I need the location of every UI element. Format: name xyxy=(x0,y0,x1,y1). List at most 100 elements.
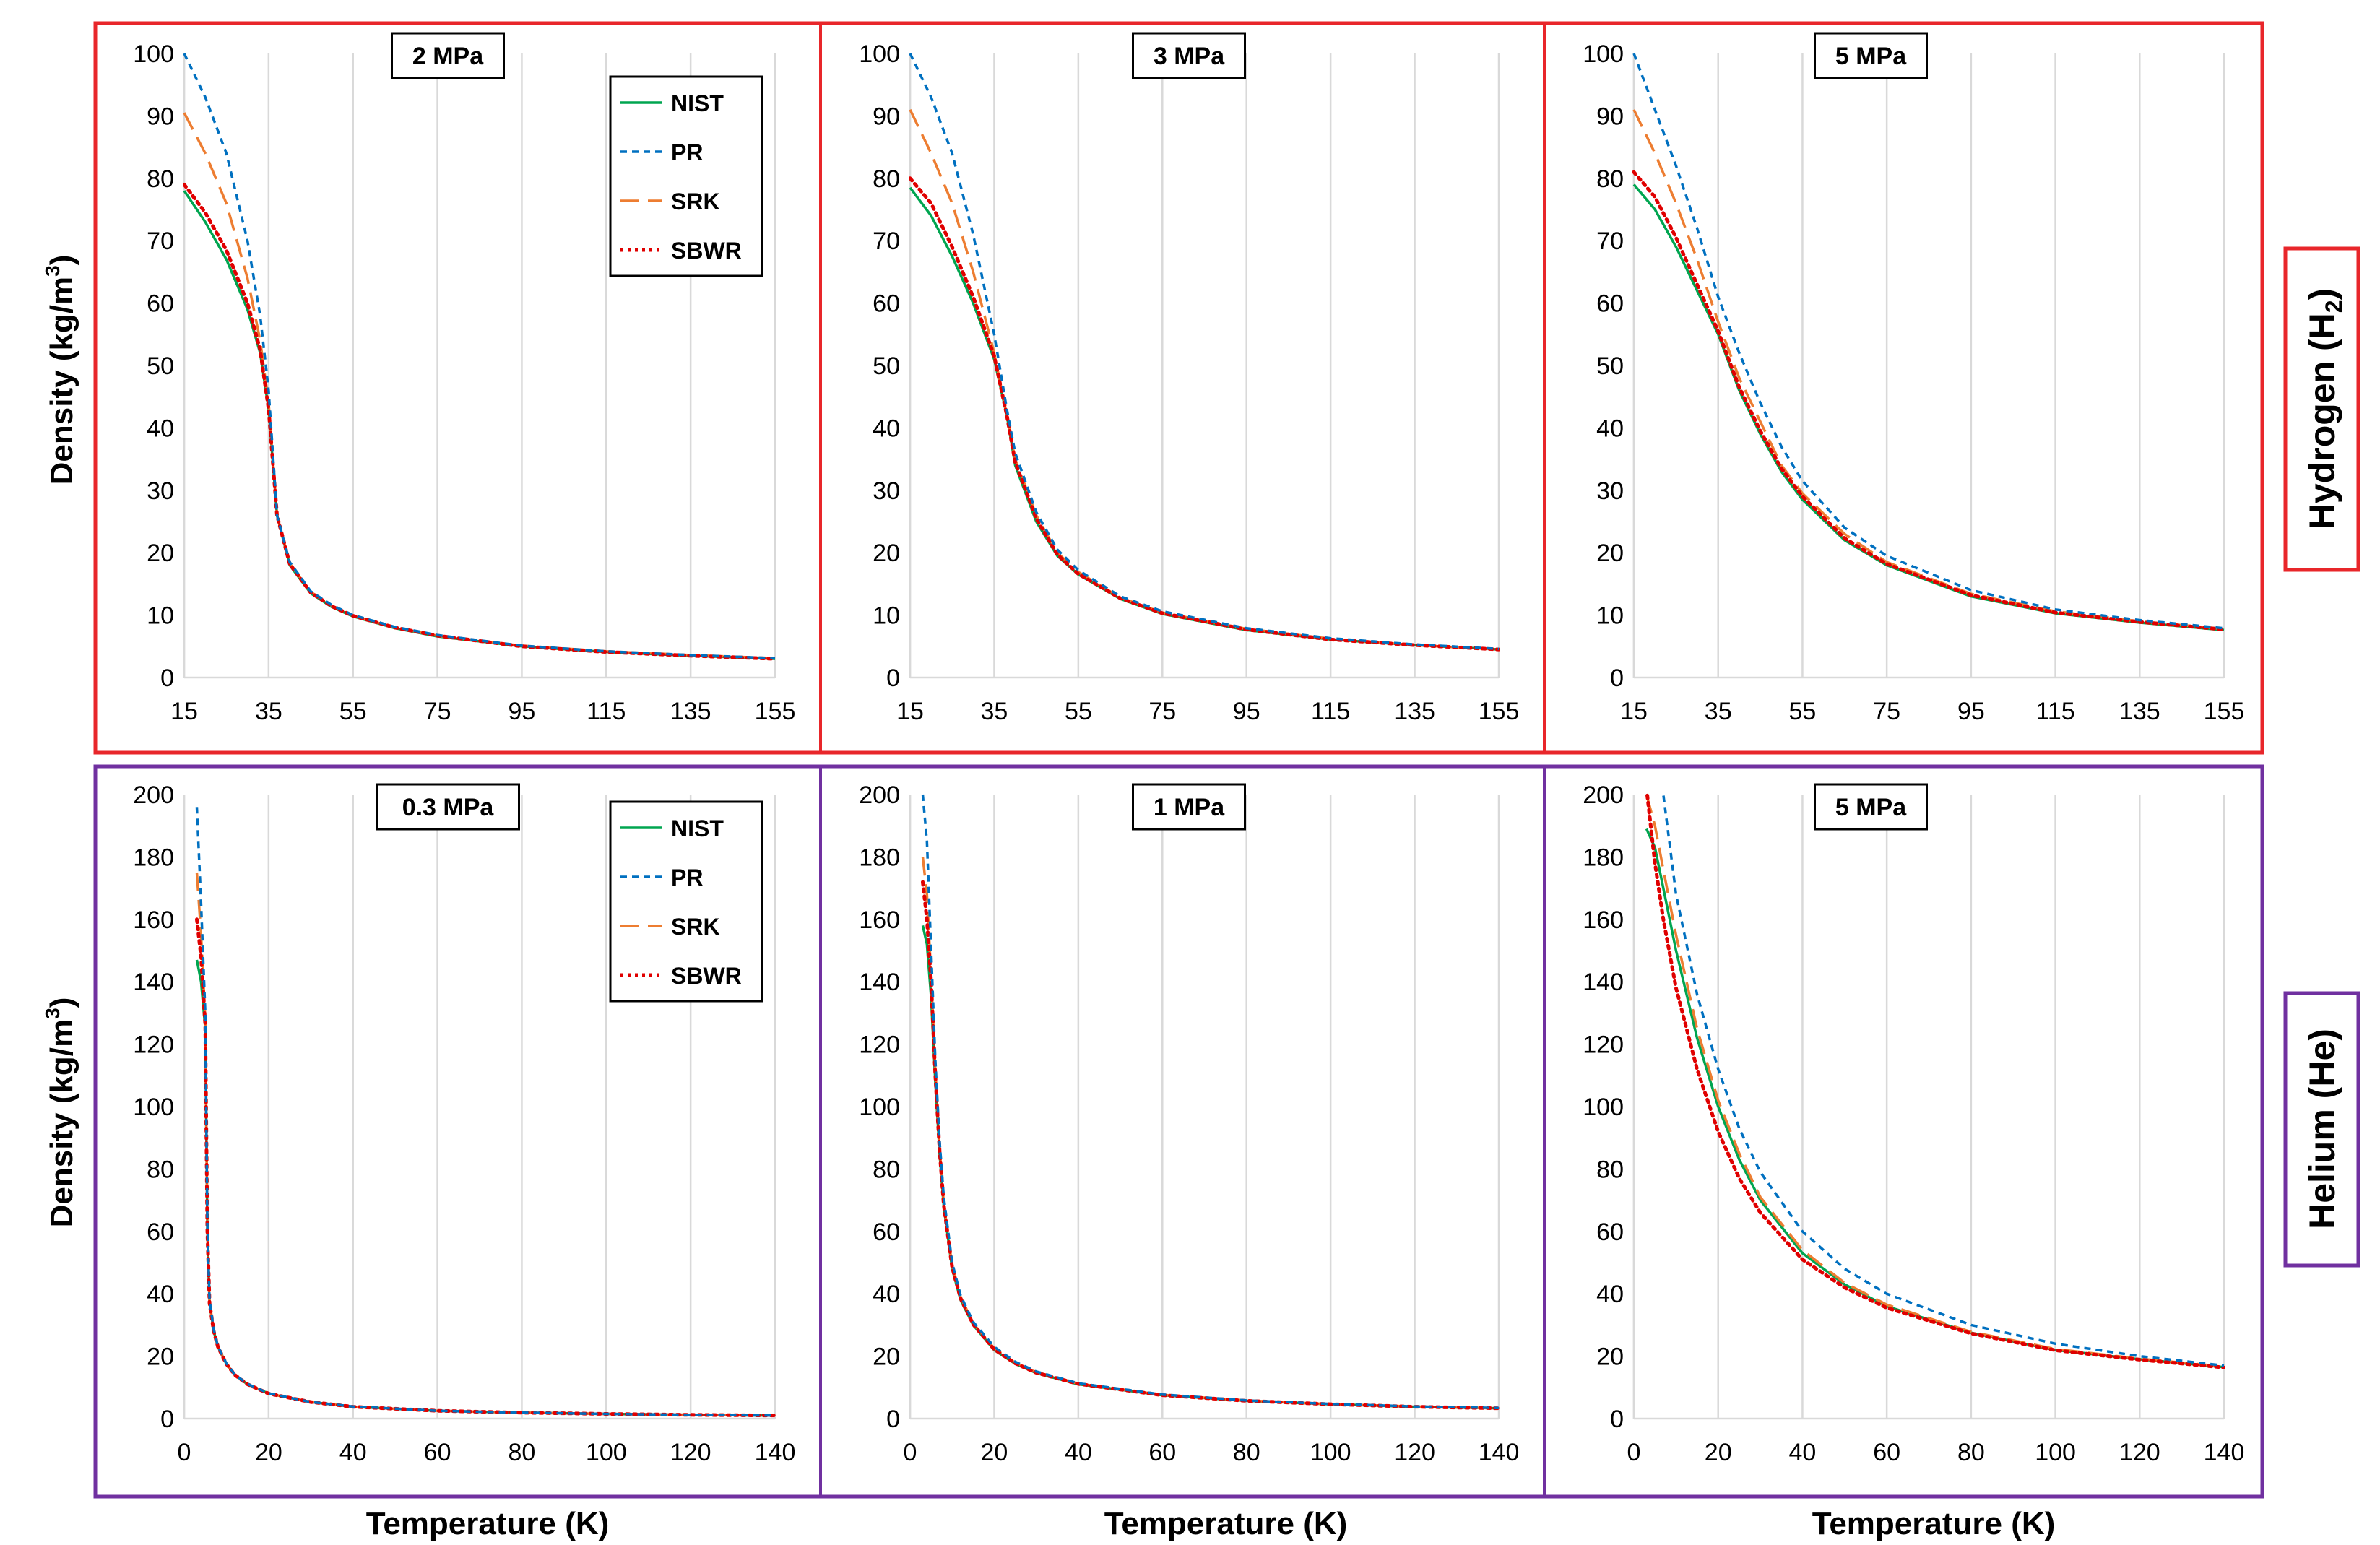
y-label-suffix: ) xyxy=(44,255,79,266)
y-tick-label: 40 xyxy=(147,1281,174,1308)
x-tick-label: 60 xyxy=(424,1439,451,1466)
y-tick-label: 60 xyxy=(147,290,174,318)
chart-panel: 0 20 40 60 80 100 120 140 160 180 200 0 20 40 60 80 100 1… xyxy=(859,782,1519,1466)
x-tick-label: 115 xyxy=(2035,698,2074,725)
y-tick-label: 30 xyxy=(147,477,174,505)
y-tick-label: 60 xyxy=(873,290,900,318)
panel-title: 2 MPa xyxy=(412,43,484,70)
legend-label: NIST xyxy=(671,815,724,841)
y-tick-label: 90 xyxy=(1596,103,1624,130)
y-tick-label: 40 xyxy=(873,1281,900,1308)
y-tick-label: 100 xyxy=(1583,1094,1624,1121)
y-tick-label: 40 xyxy=(873,415,900,442)
hydrogen-label-box xyxy=(2283,246,2360,572)
y-tick-label: 90 xyxy=(147,103,174,130)
x-tick-label: 95 xyxy=(1957,698,1985,725)
x-tick-label: 35 xyxy=(1705,698,1732,725)
legend-label: SBWR xyxy=(671,963,742,989)
y-tick-label: 0 xyxy=(886,665,900,692)
panel-title: 5 MPa xyxy=(1835,794,1907,821)
panel-title-box xyxy=(376,783,520,831)
x-tick-label: 80 xyxy=(509,1439,536,1466)
panel-title-box xyxy=(1132,783,1246,831)
y-tick-label: 20 xyxy=(873,1343,900,1371)
y-tick-label: 80 xyxy=(147,1156,174,1183)
y-tick-label: 140 xyxy=(133,969,174,996)
y-label-sup: 3 xyxy=(41,1008,64,1019)
y-tick-label: 50 xyxy=(1596,352,1624,380)
x-tick-label: 20 xyxy=(255,1439,282,1466)
x-tick-label: 0 xyxy=(904,1439,917,1466)
x-tick-label: 15 xyxy=(1620,698,1648,725)
series-line-sbwr xyxy=(1632,170,2225,631)
series-line-pr xyxy=(921,794,1500,1410)
chart-panel: 0 20 40 60 80 100 120 140 160 180 200 0 20 40 60 80 100 1… xyxy=(1583,782,2244,1466)
y-tick-label: 100 xyxy=(859,1094,900,1121)
y-tick-label: 0 xyxy=(160,1406,174,1433)
x-tick-label: 95 xyxy=(1233,698,1260,725)
series-line-nist xyxy=(195,959,776,1417)
panel-title: 0.3 MPa xyxy=(402,794,495,821)
x-tick-label: 40 xyxy=(1789,1439,1817,1466)
series-line-srk xyxy=(909,109,1500,651)
x-tick-label: 155 xyxy=(755,698,796,725)
hydrogen-row-label: Hydrogen (H2) xyxy=(2302,288,2347,529)
y-tick-label: 10 xyxy=(873,602,900,630)
y-tick-label: 30 xyxy=(873,477,900,505)
y-tick-label: 120 xyxy=(1583,1031,1624,1059)
panel-title-box xyxy=(391,32,505,79)
y-axis-label-helium: Density (kg/m3) xyxy=(41,997,79,1228)
y-tick-label: 60 xyxy=(1596,290,1624,318)
y-tick-label: 20 xyxy=(1596,540,1624,567)
x-tick-label: 135 xyxy=(1394,698,1435,725)
y-tick-label: 40 xyxy=(1596,415,1624,442)
helium-row-label: Helium (He) xyxy=(2302,1029,2342,1229)
series-line-nist xyxy=(1645,828,2225,1369)
y-tick-label: 0 xyxy=(1610,1406,1624,1433)
chart-panel: 0 10 20 30 40 50 60 70 80 90 100 15 35 55 75 95 115 135 15… xyxy=(133,32,796,725)
y-tick-label: 180 xyxy=(859,844,900,871)
x-axis-label: Temperature (K) xyxy=(1812,1506,2056,1541)
series-group xyxy=(183,53,776,661)
y-tick-label: 120 xyxy=(859,1031,900,1059)
x-tick-label: 80 xyxy=(1957,1439,1985,1466)
x-tick-label: 40 xyxy=(1065,1439,1092,1466)
series-line-sbwr xyxy=(909,176,1500,652)
x-tick-label: 55 xyxy=(1789,698,1817,725)
y-tick-label: 180 xyxy=(1583,844,1624,871)
y-tick-label: 60 xyxy=(873,1219,900,1246)
series-line-pr xyxy=(1661,793,2225,1367)
x-tick-label: 0 xyxy=(1627,1439,1641,1466)
series-line-nist xyxy=(909,186,1500,651)
chart-panel: 0 10 20 30 40 50 60 70 80 90 100 15 35 55 75 95 115 135 15… xyxy=(859,32,1519,725)
y-tick-label: 100 xyxy=(133,40,174,68)
x-tick-label: 75 xyxy=(1873,698,1900,725)
series-line-pr xyxy=(909,53,1500,651)
y-tick-label: 180 xyxy=(133,844,174,871)
x-tick-label: 140 xyxy=(755,1439,796,1466)
x-tick-label: 55 xyxy=(1065,698,1092,725)
legend-label: PR xyxy=(671,139,703,165)
y-tick-label: 20 xyxy=(147,1343,174,1371)
y-tick-label: 90 xyxy=(873,103,900,130)
row-label-text: Hydrogen (H xyxy=(2302,313,2342,529)
x-tick-label: 20 xyxy=(1705,1439,1732,1466)
series-line-pr xyxy=(195,807,776,1417)
series-line-pr xyxy=(183,53,776,659)
y-tick-label: 160 xyxy=(1583,906,1624,934)
y-tick-label: 80 xyxy=(873,165,900,193)
y-tick-label: 70 xyxy=(147,228,174,255)
y-tick-label: 100 xyxy=(1583,40,1624,68)
panel-title-box xyxy=(1814,783,1928,831)
x-tick-label: 140 xyxy=(1479,1439,1520,1466)
series-group xyxy=(1632,53,2225,632)
x-tick-label: 55 xyxy=(339,698,367,725)
legend-label: SRK xyxy=(671,189,720,215)
legend-label: SRK xyxy=(671,914,720,940)
helium-label-box xyxy=(2283,991,2360,1268)
series-line-nist xyxy=(1632,183,2225,632)
y-label-text: Density (kg/m xyxy=(44,1019,79,1228)
x-tick-label: 15 xyxy=(896,698,924,725)
helium-row-frame xyxy=(93,764,2264,1499)
